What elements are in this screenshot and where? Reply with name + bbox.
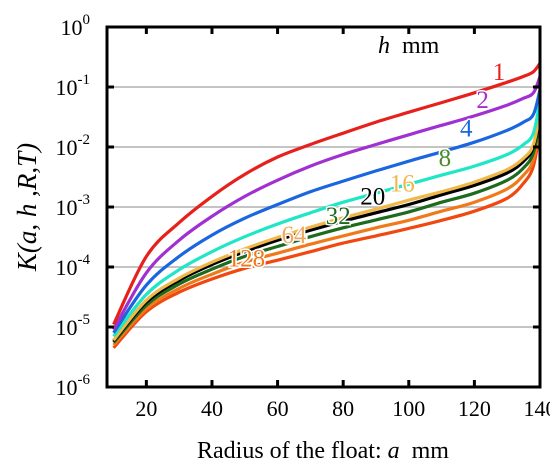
series-line-h128 [112, 128, 542, 349]
x-tick-label: 100 [392, 396, 425, 421]
x-tick-label: 20 [135, 396, 157, 421]
x-tick-label: 80 [332, 396, 354, 421]
series-label-h128: 128 [228, 245, 266, 272]
legend-title-unit: mm [390, 33, 440, 59]
y-tick-label: 10-6 [56, 372, 91, 400]
series-label-h16: 16 [390, 171, 415, 198]
y-tick-label: 10-1 [56, 72, 91, 100]
series-line-h64 [112, 122, 542, 347]
series-lines [112, 62, 542, 349]
y-tick-label: 100 [61, 12, 91, 40]
series-line-h32 [112, 118, 542, 344]
series-label-h2: 2 [476, 87, 489, 114]
x-axis-label-unit: mm [400, 438, 450, 464]
series-label-h4: 4 [460, 115, 473, 142]
x-tick-label: 40 [201, 396, 223, 421]
series-line-h16 [112, 110, 542, 342]
x-axis-label: Radius of the float: a mm [197, 438, 449, 464]
y-tick-label: 10-3 [56, 192, 91, 220]
series-label-h20: 20 [360, 184, 385, 211]
x-tick-label: 140 [524, 396, 550, 421]
series-line-h1 [112, 62, 542, 326]
series-label-h1: 1 [493, 59, 506, 86]
x-tick-label: 120 [458, 396, 491, 421]
series-label-h64: 64 [281, 222, 307, 249]
series-label-h32: 32 [326, 203, 351, 230]
y-axis-label: K(a, h ,R,T) [12, 143, 42, 272]
series-line-h8 [112, 99, 542, 338]
y-tick-label: 10-5 [56, 312, 91, 340]
y-tick-label: 10-2 [56, 132, 91, 160]
x-axis-label-var: a [388, 438, 400, 464]
series-line-h2 [112, 75, 542, 331]
series-label-h8: 8 [439, 145, 452, 172]
series-line-h4 [112, 89, 542, 334]
x-tick-label: 60 [267, 396, 289, 421]
legend-title-var: h [378, 33, 390, 59]
legend-title: h mm [378, 33, 440, 59]
y-tick-label: 10-4 [56, 252, 91, 280]
series-line-h20 [112, 114, 542, 343]
x-axis-label-text: Radius of the float: [197, 438, 388, 464]
